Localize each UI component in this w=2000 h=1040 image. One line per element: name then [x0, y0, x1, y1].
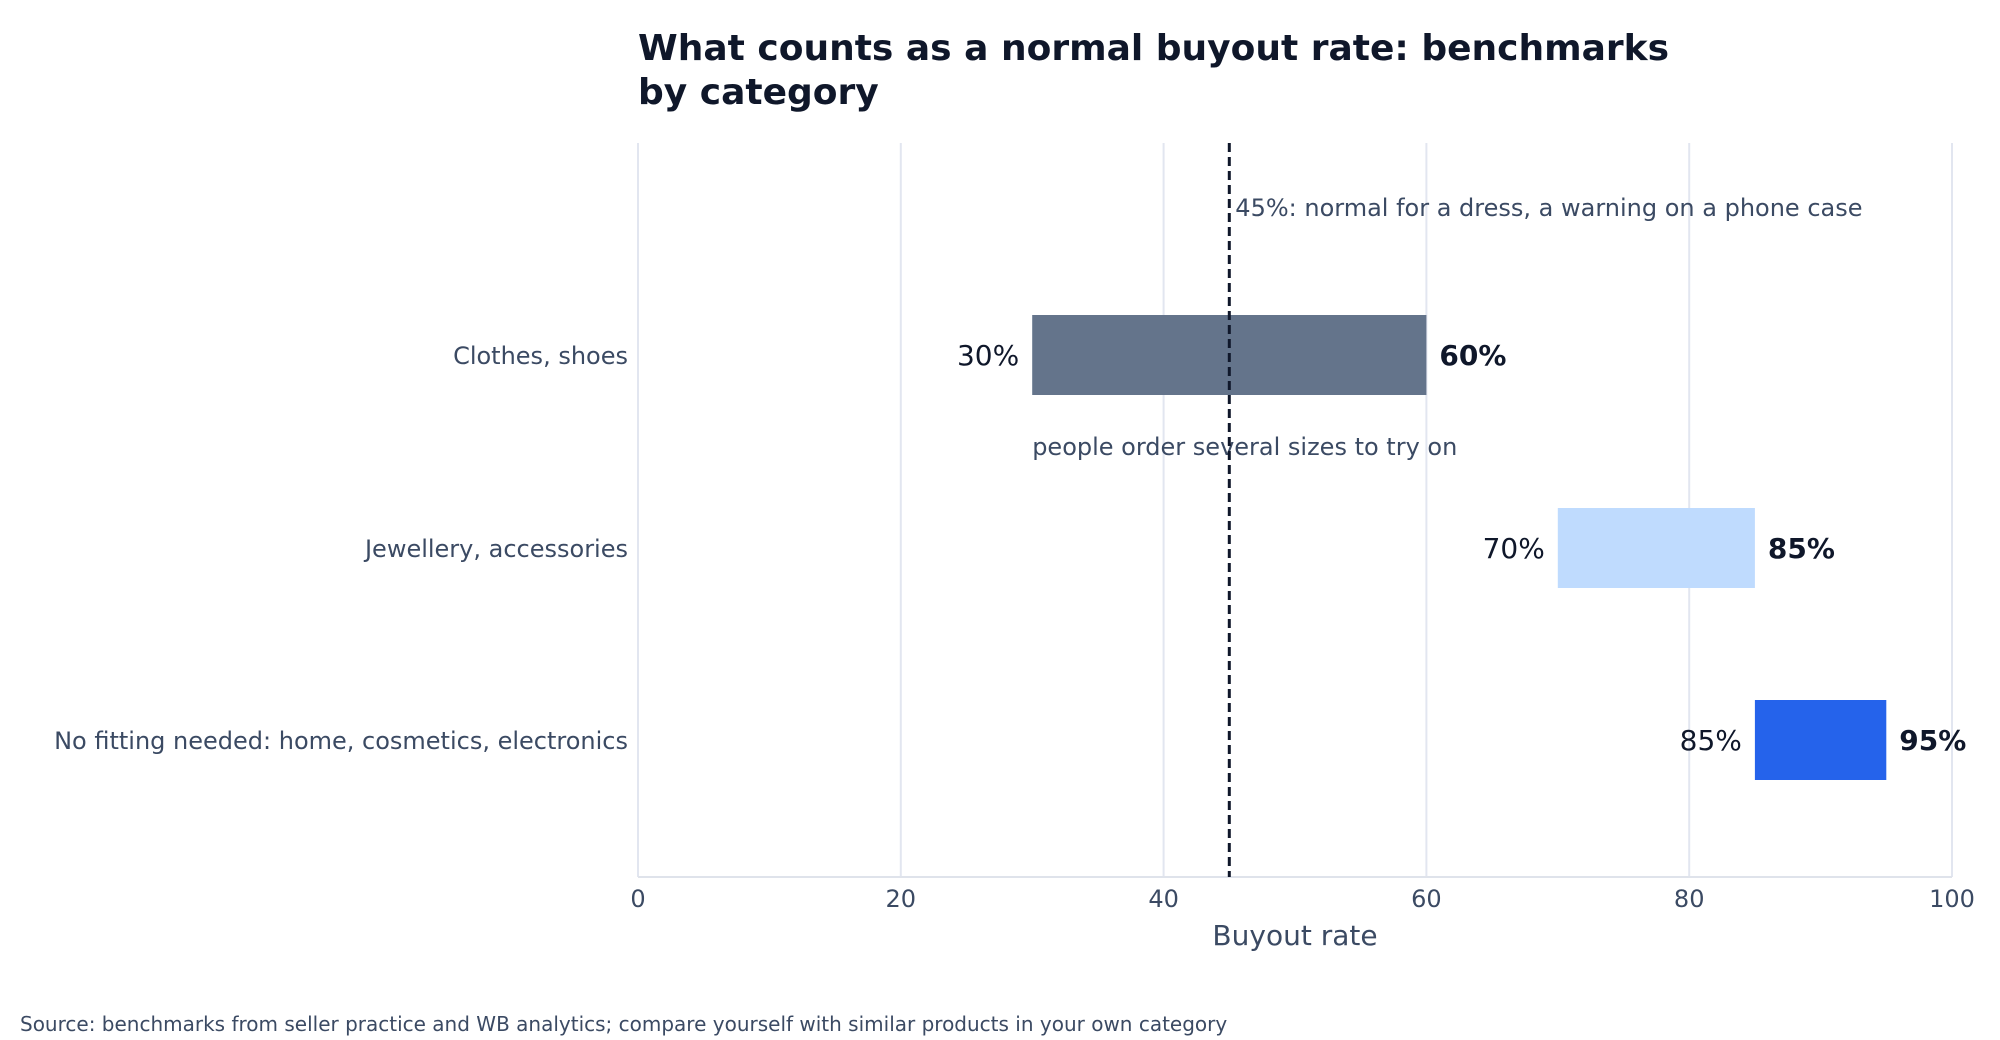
range-bar-2 — [1557, 508, 1755, 588]
category-label-3: No fitting needed: home, cosmetics, elec… — [54, 727, 628, 755]
low-value-label-3: 85% — [1680, 724, 1742, 757]
reference-line-label: 45%: normal for a dress, a warning on a … — [1235, 194, 1862, 222]
x-tick-label-80: 80 — [1674, 885, 1705, 913]
chart-title-line-1: What counts as a normal buyout rate: ben… — [638, 28, 1669, 69]
source-note: Source: benchmarks from seller practice … — [20, 1012, 1227, 1036]
x-tick-label-40: 40 — [1148, 885, 1179, 913]
x-axis-ticks: 0 20 40 60 80 100 — [630, 885, 1975, 913]
x-tick-label-0: 0 — [630, 885, 645, 913]
x-tick-label-100: 100 — [1929, 885, 1975, 913]
category-label-1: Clothes, shoes — [453, 342, 628, 370]
reference-line-group: 45%: normal for a dress, a warning on a … — [1227, 143, 1862, 877]
x-tick-label-60: 60 — [1411, 885, 1442, 913]
low-value-label-2: 70% — [1483, 532, 1545, 565]
high-value-label-3: 95% — [1899, 724, 1966, 757]
high-value-label-1: 60% — [1439, 339, 1506, 372]
x-tick-label-20: 20 — [886, 885, 917, 913]
range-bar-3 — [1754, 700, 1887, 780]
high-value-label-2: 85% — [1768, 532, 1835, 565]
range-bars: Clothes, shoes 30% 60% people order several… — [54, 315, 1966, 780]
x-axis-label: Buyout rate — [1212, 919, 1377, 952]
category-label-2: Jewellery, accessories — [363, 535, 628, 563]
range-note-1: people order several sizes to try on — [1032, 433, 1457, 461]
low-value-label-1: 30% — [957, 339, 1019, 372]
chart-title-line-2: by category — [638, 72, 879, 113]
